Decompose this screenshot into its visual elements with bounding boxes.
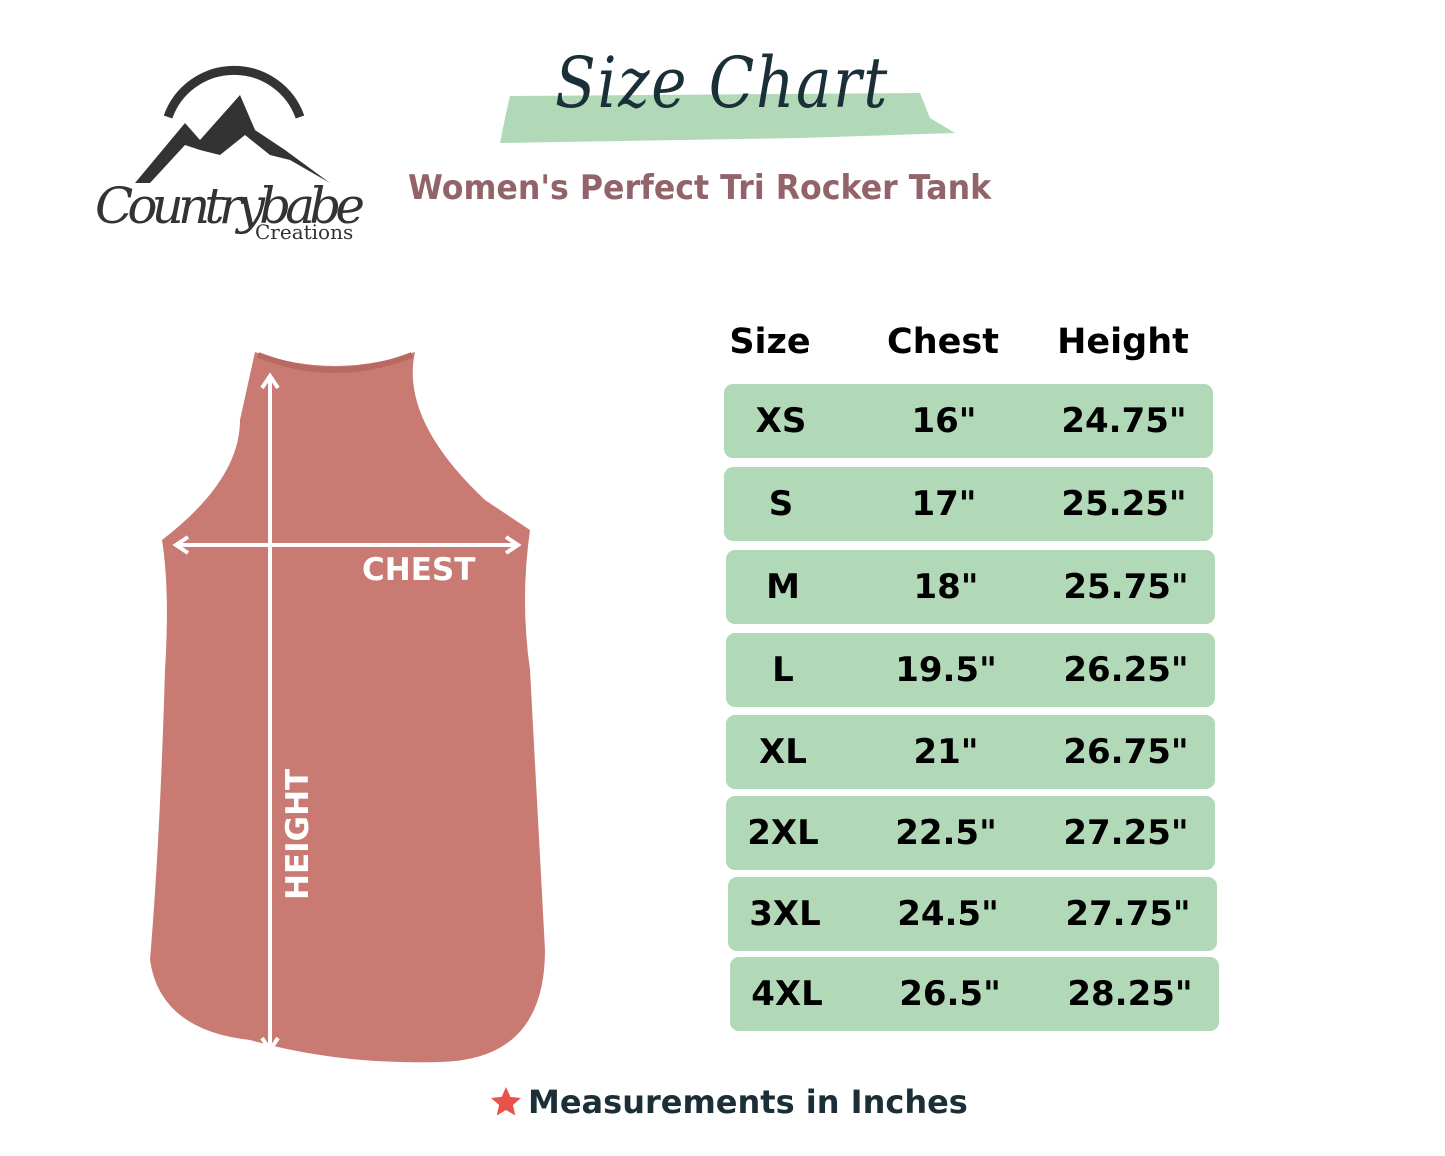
brand-sub: Creations: [255, 220, 353, 244]
footer-note: Measurements in Inches: [488, 1083, 968, 1121]
brand-name: Countrybabe: [95, 177, 365, 235]
chest-cell: 26.5": [899, 974, 1001, 1014]
height-label: HEIGHT: [280, 768, 316, 900]
chest-cell: 22.5": [895, 813, 997, 853]
chest-cell: 16": [911, 401, 977, 441]
height-cell: 24.75": [1061, 401, 1187, 441]
chest-cell: 24.5": [897, 894, 999, 934]
brand-logo: Countrybabe Creations: [95, 65, 365, 244]
table-row: L 19.5" 26.25": [726, 633, 1215, 707]
chest-label: CHEST: [362, 552, 476, 588]
header-height: Height: [1057, 322, 1189, 362]
height-cell: 27.25": [1063, 813, 1189, 853]
height-cell: 25.75": [1063, 567, 1189, 607]
table-row: XL 21" 26.75": [726, 715, 1215, 789]
title-brush-stroke: [500, 93, 955, 143]
header-size: Size: [729, 322, 811, 362]
size-cell: 3XL: [749, 894, 821, 934]
table-row: M 18" 25.75": [726, 550, 1215, 624]
star-icon: [491, 1087, 521, 1116]
size-cell: XS: [755, 401, 807, 441]
tank-diagram: [150, 352, 545, 1063]
size-cell: M: [766, 567, 800, 607]
height-cell: 26.75": [1063, 732, 1189, 772]
table-row: XS 16" 24.75": [724, 384, 1213, 458]
height-cell: 28.25": [1067, 974, 1193, 1014]
header-chest: Chest: [887, 322, 999, 362]
table-row: 2XL 22.5" 27.25": [726, 796, 1215, 870]
size-cell: S: [768, 484, 794, 524]
page-title: Size Chart: [555, 42, 889, 124]
chest-cell: 21": [913, 732, 979, 772]
chest-cell: 18": [913, 567, 979, 607]
size-cell: XL: [759, 732, 807, 772]
size-cell: 4XL: [751, 974, 823, 1014]
size-cell: L: [772, 650, 794, 690]
chest-cell: 19.5": [895, 650, 997, 690]
footer-text: Measurements in Inches: [528, 1083, 968, 1121]
product-subtitle: Women's Perfect Tri Rocker Tank: [408, 168, 992, 208]
table-row: S 17" 25.25": [724, 467, 1213, 541]
chest-cell: 17": [911, 484, 977, 524]
size-cell: 2XL: [747, 813, 819, 853]
table-row: 4XL 26.5" 28.25": [730, 957, 1219, 1031]
height-cell: 27.75": [1065, 894, 1191, 934]
height-cell: 25.25": [1061, 484, 1187, 524]
table-row: 3XL 24.5" 27.75": [728, 877, 1217, 951]
height-cell: 26.25": [1063, 650, 1189, 690]
